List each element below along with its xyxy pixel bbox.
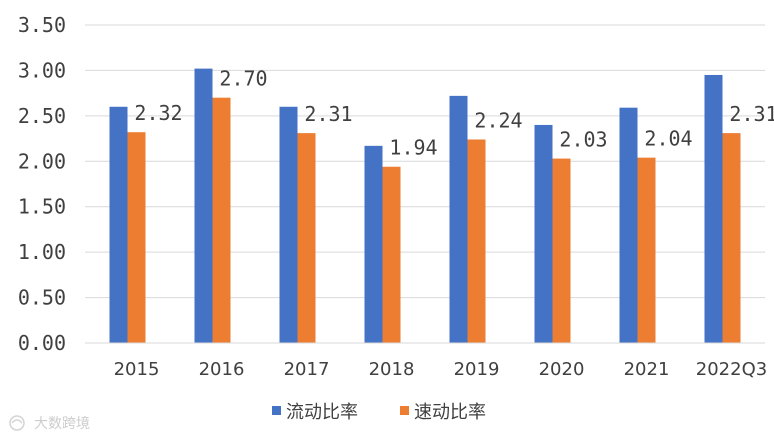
- data-label: 2.31: [304, 102, 352, 126]
- legend-swatch-series-1: [272, 406, 281, 415]
- bars: [109, 68, 741, 344]
- data-label: 2.04: [644, 127, 692, 151]
- y-tick-label: 2.50: [18, 104, 66, 128]
- x-category-label: 2022Q3: [696, 359, 767, 380]
- bar-series-1: [194, 68, 213, 344]
- y-tick-label: 0.50: [18, 286, 66, 310]
- x-category-label: 2017: [284, 359, 330, 380]
- x-category-label: 2019: [454, 359, 500, 380]
- y-tick-label: 1.50: [18, 195, 66, 219]
- bar-series-1: [364, 145, 383, 343]
- bar-series-2: [212, 97, 231, 343]
- bar-series-2: [127, 132, 146, 343]
- bar-series-1: [534, 124, 553, 343]
- legend-label-series-1: 流动比率: [286, 402, 358, 423]
- x-axis-categories: 2015 2016 2017 2018 2019 2020 2021 2022Q3: [114, 359, 768, 380]
- watermark-text: 大数跨境: [34, 416, 90, 432]
- y-axis-ticks: 0.00 0.50 1.00 1.50 2.00 2.50 3.00 3.50: [18, 13, 66, 355]
- bar-series-2: [297, 133, 316, 343]
- data-label: 2.24: [474, 108, 522, 132]
- data-label: 2.31: [729, 102, 774, 126]
- data-label: 2.03: [559, 128, 607, 152]
- bar-series-2: [722, 133, 741, 343]
- x-category-label: 2015: [114, 359, 160, 380]
- y-tick-label: 3.50: [18, 13, 66, 37]
- bar-series-2: [552, 158, 571, 343]
- watermark-logo-icon: [9, 415, 25, 431]
- bar-series-1: [704, 74, 723, 343]
- bar-series-2: [467, 139, 486, 343]
- legend: 流动比率 速动比率: [272, 402, 486, 423]
- x-category-label: 2016: [199, 359, 245, 380]
- data-label: 2.32: [134, 101, 182, 125]
- y-tick-label: 0.00: [18, 331, 66, 355]
- data-label: 1.94: [389, 136, 437, 160]
- y-tick-label: 3.00: [18, 58, 66, 82]
- bar-series-1: [279, 106, 298, 344]
- watermark: 大数跨境: [9, 415, 90, 432]
- y-tick-label: 2.00: [18, 149, 66, 173]
- bar-series-1: [449, 95, 468, 344]
- bar-series-1: [109, 106, 128, 344]
- y-tick-label: 1.00: [18, 240, 66, 264]
- data-labels: 2.32 2.70 2.31 1.94 2.24 2.03 2.04 2.31: [134, 67, 774, 160]
- bar-series-2: [382, 166, 401, 343]
- x-category-label: 2021: [624, 359, 670, 380]
- bar-series-1: [619, 107, 638, 344]
- legend-label-series-2: 速动比率: [414, 402, 486, 423]
- bar-series-2: [637, 157, 656, 343]
- x-category-label: 2018: [369, 359, 415, 380]
- x-category-label: 2020: [539, 359, 585, 380]
- data-label: 2.70: [219, 67, 267, 91]
- legend-swatch-series-2: [400, 406, 409, 415]
- gridlines: [85, 24, 765, 299]
